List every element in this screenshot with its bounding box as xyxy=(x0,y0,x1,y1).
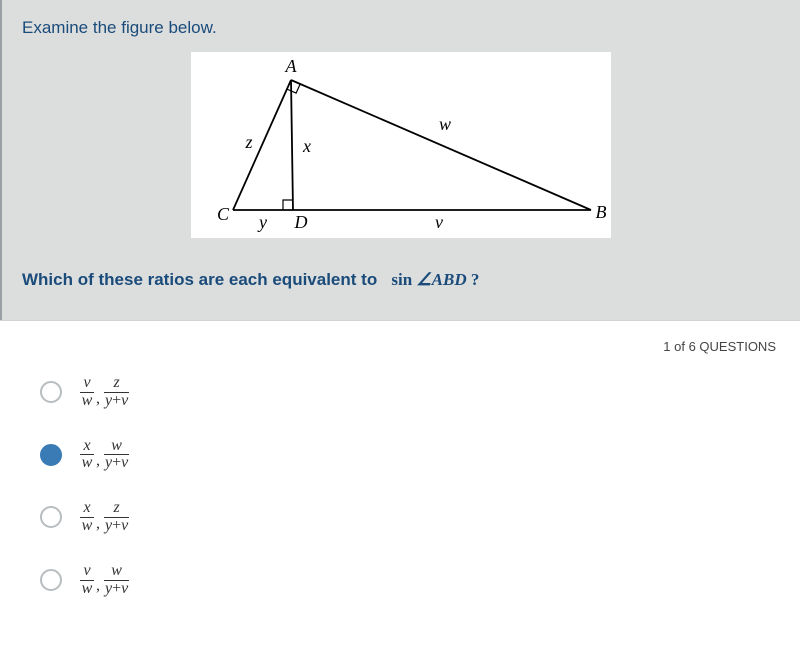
svg-text:z: z xyxy=(244,132,252,152)
svg-text:B: B xyxy=(596,202,607,222)
question-header-section: Examine the figure below. A C D Bz x w y v Whic… xyxy=(0,0,800,320)
option-3-frac2: zy+v xyxy=(104,500,129,535)
option-4-fractions: vw,wy+v xyxy=(80,563,129,598)
svg-text:w: w xyxy=(439,114,451,134)
svg-text:D: D xyxy=(294,212,308,232)
radio-option-4[interactable] xyxy=(40,569,62,591)
radio-option-1[interactable] xyxy=(40,381,62,403)
option-4-frac2: wy+v xyxy=(104,563,129,598)
prompt-line-2-text: Which of these ratios are each equivalen… xyxy=(22,270,377,289)
option-1-frac1: vw xyxy=(80,375,94,410)
counter-suffix: QUESTIONS xyxy=(699,339,776,354)
figure-container: A C D Bz x w y v xyxy=(22,52,780,238)
option-2-frac1: xw xyxy=(80,438,94,473)
svg-text:C: C xyxy=(217,204,230,224)
option-3-fractions: xw,zy+v xyxy=(80,500,129,535)
comma: , xyxy=(96,390,100,410)
comma: , xyxy=(96,452,100,472)
svg-text:x: x xyxy=(302,136,311,156)
comma: , xyxy=(96,577,100,597)
answer-option-1[interactable]: vw,zy+v xyxy=(40,375,776,410)
triangle-figure: A C D Bz x w y v xyxy=(191,52,611,238)
prompt-math: sin ∠ABD ? xyxy=(391,270,479,289)
counter-total: 6 xyxy=(689,339,696,354)
answer-option-3[interactable]: xw,zy+v xyxy=(40,500,776,535)
radio-option-3[interactable] xyxy=(40,506,62,528)
option-4-frac1: vw xyxy=(80,563,94,598)
option-1-frac2: zy+v xyxy=(104,375,129,410)
triangle-svg: A C D Bz x w y v xyxy=(191,52,611,238)
answer-option-4[interactable]: vw,wy+v xyxy=(40,563,776,598)
svg-text:A: A xyxy=(285,56,298,76)
comma: , xyxy=(96,515,100,535)
option-1-fractions: vw,zy+v xyxy=(80,375,129,410)
counter-current: 1 xyxy=(663,339,670,354)
option-3-frac1: xw xyxy=(80,500,94,535)
prompt-line-2: Which of these ratios are each equivalen… xyxy=(22,270,780,290)
prompt-line-1: Examine the figure below. xyxy=(22,18,780,38)
question-counter: 1 of 6 QUESTIONS xyxy=(663,339,776,354)
option-2-frac2: wy+v xyxy=(104,438,129,473)
option-2-fractions: xw,wy+v xyxy=(80,438,129,473)
answers-section: 1 of 6 QUESTIONS vw,zy+vxw,wy+vxw,zy+vvw… xyxy=(0,321,800,643)
options-list: vw,zy+vxw,wy+vxw,zy+vvw,wy+v xyxy=(40,375,776,597)
svg-text:y: y xyxy=(257,212,267,232)
svg-text:v: v xyxy=(435,212,443,232)
answer-option-2[interactable]: xw,wy+v xyxy=(40,438,776,473)
radio-option-2[interactable] xyxy=(40,444,62,466)
